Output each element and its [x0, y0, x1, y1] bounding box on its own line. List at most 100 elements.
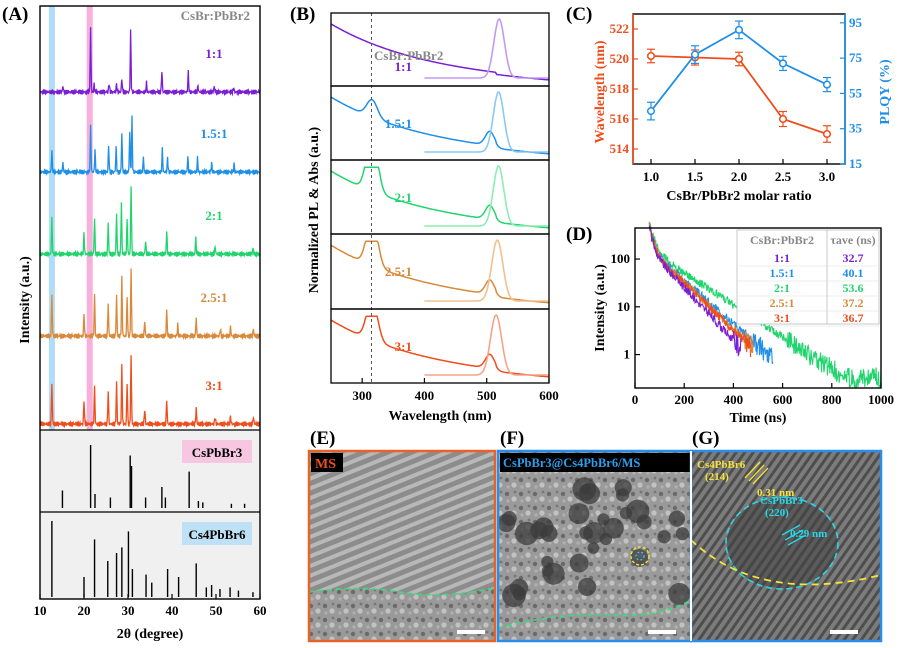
panel-b-label: (B) [290, 4, 315, 25]
series-line-wavelength [650, 55, 828, 135]
data-point [734, 54, 744, 64]
nanocrystal [568, 503, 590, 525]
highlight-circle-inner [635, 551, 645, 561]
nanocrystal-dots [497, 477, 691, 608]
plane-label-1: Cs4PbBr6 [697, 459, 746, 471]
table-header: τave (ns) [830, 233, 875, 247]
nanocrystal [657, 530, 671, 544]
nanocrystal [668, 510, 686, 527]
series-label: 2:1 [205, 208, 222, 223]
x-tick-label: 1000 [868, 392, 894, 407]
ref-label-cspbbr3: CsPbBr3 [192, 445, 243, 460]
panel-f: (F) CsPbBr3@Cs4PbBr6/MS [496, 428, 693, 643]
ref-label-bg [182, 522, 252, 545]
scale-bar [457, 630, 485, 634]
data-point [822, 129, 832, 139]
data-point [734, 25, 744, 34]
wavelength-plqy-plot [646, 20, 832, 143]
y-axis-label: Intensity (a.u.) [18, 256, 33, 344]
x-tick-label: 1.0 [643, 169, 659, 184]
x-tick-label: 30 [122, 603, 135, 618]
xrd-trace-5 [39, 355, 261, 429]
panel-e-label: (E) [310, 428, 335, 449]
panel-g-label: (G) [692, 428, 719, 449]
tem-substrate [309, 588, 495, 641]
series-label: 2.5:1 [385, 264, 412, 279]
table-tau: 40.1 [843, 266, 864, 280]
panel-g: (G) Cs4PbBr6 (214) 0.31 nm CsPbBr3 (220)… [689, 428, 883, 643]
series-label: 1.5:1 [385, 116, 412, 131]
label-bg [311, 453, 343, 472]
nanocrystal [668, 582, 691, 605]
x-tick-label: 2.0 [731, 169, 747, 184]
nanocrystal [497, 513, 516, 533]
tau-table: CsBr:PbBr2 τave (ns) 1:1 32.7 1.5:1 40.1 2:1… [736, 229, 880, 327]
x-axis-ticks: 10 20 30 40 50 60 [34, 594, 267, 618]
pl-trace-2 [424, 91, 549, 153]
tem-label-f: CsPbBr3@Cs4PbBr6/MS [503, 456, 640, 470]
reference-sticks [51, 445, 254, 597]
table-tau: 32.7 [843, 251, 864, 265]
data-point [822, 80, 832, 89]
panel-f-label: (F) [500, 428, 524, 449]
x-tick-label: 50 [210, 603, 223, 618]
nanocrystal [578, 483, 601, 505]
panel-a-label: (A) [2, 4, 28, 25]
plane-hkl-1: (214) [705, 471, 729, 483]
scale-bar [648, 630, 676, 634]
y-axis-label: Intensity (a.u.) [593, 264, 608, 352]
pl-trace-1 [424, 17, 549, 79]
nanocrystal [587, 542, 600, 554]
nanocrystal [578, 577, 597, 597]
table-ratio: 2:1 [774, 281, 790, 295]
x-tick-label: 800 [822, 392, 842, 407]
series-line-plqy [650, 28, 828, 112]
x-tick-label: 600 [773, 392, 793, 407]
x-tick-label: 3.0 [819, 169, 835, 184]
panel-c-label: (C) [566, 4, 592, 25]
table-ratio: 2.5:1 [770, 296, 795, 310]
subplot-frame [330, 85, 550, 161]
y-tick-label-left: 514 [610, 141, 630, 156]
table-header: CsBr:PbBr2 [750, 233, 814, 247]
abs-trace-5 [330, 315, 550, 378]
y-tick-label: 100 [611, 251, 631, 266]
table-ratio: 3:1 [774, 311, 790, 325]
abs-trace-4 [330, 240, 550, 304]
y-axis-label-left: Wavelength (nm) [593, 40, 608, 143]
pl-trace-4 [424, 238, 549, 302]
subplot-frame [330, 308, 550, 384]
d-spacing-1: 0.31 nm [757, 487, 794, 499]
series-labels: 1:1 1.5:1 2:1 2.5:1 3:1 [200, 46, 227, 393]
highlight-band-pink [86, 6, 93, 599]
panel-d-label: (D) [566, 224, 592, 245]
panel-a: (A) CsBr:PbBr2 1:1 1.5:1 2:1 2.5:1 3:1 CsPbB… [2, 4, 267, 642]
label-bg [500, 453, 690, 472]
pl-trace-3 [424, 165, 549, 227]
decay-curve-1 [648, 225, 742, 358]
y-tick-label-right: 35 [849, 121, 863, 136]
y-tick-label: 1 [624, 347, 631, 362]
panel-b: (B) CsBr:PbBr2 1:1 1.5:1 2:1 2.5:1 3:1 300 40… [290, 4, 559, 424]
y-tick-label-left: 516 [610, 111, 630, 126]
xrd-trace-4 [39, 268, 261, 341]
d-spacing-2: 0.29 nm [790, 528, 827, 540]
data-point [646, 107, 656, 116]
x-tick-label: 0 [632, 392, 639, 407]
nanocrystal [675, 527, 690, 541]
table-bg [736, 229, 880, 325]
nanocrystal [615, 488, 630, 502]
cspbbr3-boundary [725, 496, 839, 590]
x-axis-label: CsBr/PbBr2 molar ratio [666, 189, 811, 204]
data-point [778, 59, 788, 68]
nanocrystal [626, 499, 650, 523]
x-tick-label: 200 [674, 392, 694, 407]
data-point [690, 50, 700, 59]
x-tick-label: 40 [166, 603, 179, 618]
plane-label-2: CsPbBr3 [760, 495, 803, 507]
x-tick-label: 2.5 [775, 169, 792, 184]
pl-trace-5 [424, 314, 549, 376]
series-label: 2.5:1 [200, 290, 227, 305]
table-ratio: 1:1 [774, 251, 790, 265]
